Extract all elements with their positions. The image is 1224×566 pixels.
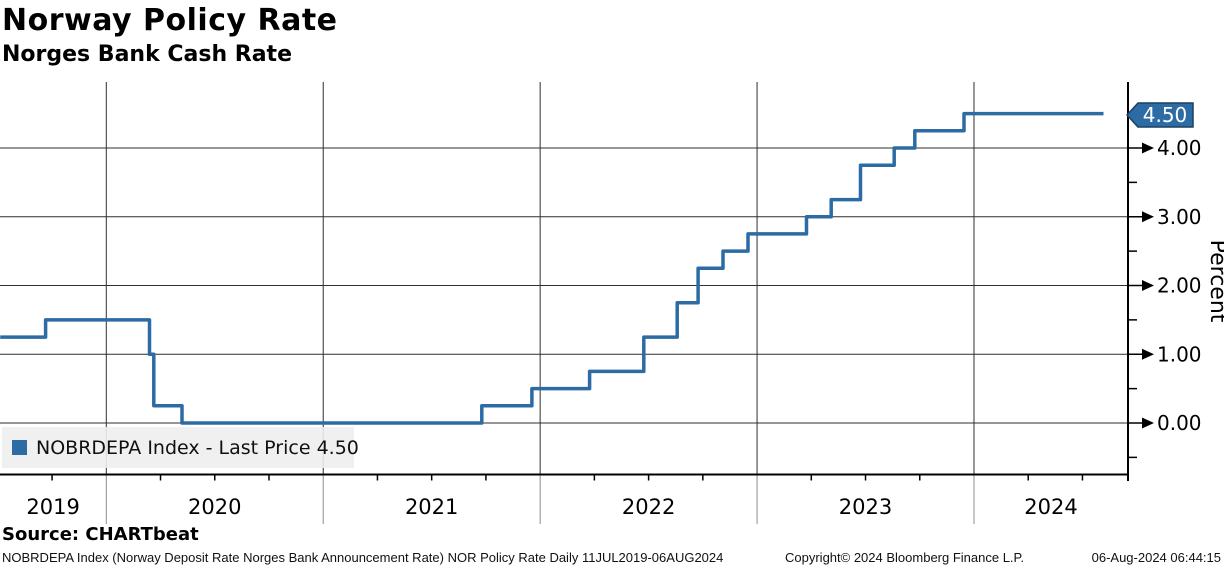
series-layer [0,111,1104,425]
y-axis-tick-label: 4.00 [1157,136,1202,160]
footer-datetime: 06-Aug-2024 06:44:15 [1091,550,1221,565]
last-price-tag-shape [1125,102,1194,128]
legend-label: NOBRDEPA Index - Last Price 4.50 [36,436,359,459]
tick-arrow-icon [1142,211,1154,223]
y-axis-tick-label: 1.00 [1157,342,1202,366]
footer-copyright: Copyright© 2024 Bloomberg Finance L.P. [785,550,1025,565]
rate-step-line [0,111,1104,425]
x-axis-year-label: 2020 [188,495,241,519]
tick-arrow-icon [1142,280,1154,291]
last-price-tag: 4.50 [1125,102,1194,128]
last-price-tag-value: 4.50 [1143,103,1188,127]
legend: NOBRDEPA Index - Last Price 4.50 [2,427,359,468]
footer: NOBRDEPA Index (Norway Deposit Rate Norg… [0,549,1224,566]
legend-marker-icon [12,440,27,455]
y-axis-tick-label: 0.00 [1157,411,1202,435]
x-axis-year-label: 2019 [26,495,79,519]
y-axis-tick-label: 2.00 [1157,274,1202,298]
source-label: Source: CHARTbeat [2,524,199,545]
x-axis-year-label: 2024 [1024,495,1077,519]
grid-layer [0,82,1128,475]
tick-arrow-icon [1142,142,1154,154]
y-axis-title: Percent [1205,240,1224,323]
axis-layer: 0.00 1.00 2.00 3.00 4.00 2019 2020 2021 2022 2023… [0,82,1202,524]
page-subtitle: Norges Bank Cash Rate [2,42,292,67]
page-title: Norway Policy Rate [2,3,338,38]
x-axis-year-label: 2022 [622,495,675,519]
x-axis-year-label: 2023 [839,495,892,519]
tick-arrow-icon [1142,348,1154,360]
x-axis-year-label: 2021 [405,495,458,519]
y-axis-tick-label: 3.00 [1157,205,1202,229]
tick-arrow-icon [1142,417,1154,429]
footer-description: NOBRDEPA Index (Norway Deposit Rate Norg… [2,550,724,565]
